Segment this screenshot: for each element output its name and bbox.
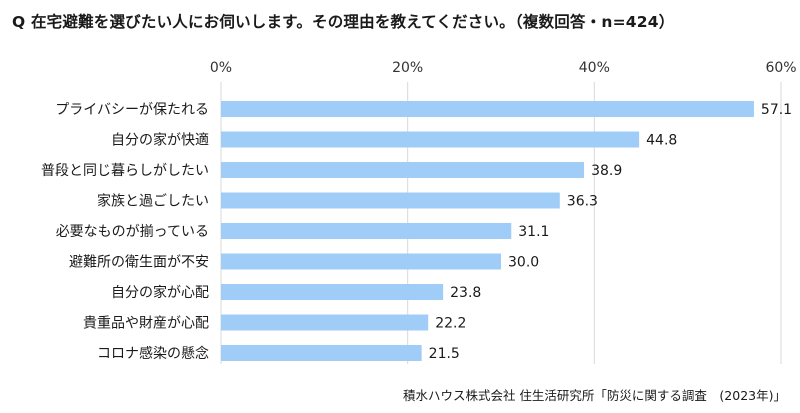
bar [221, 284, 444, 300]
data-label: 31.1 [518, 224, 549, 240]
data-label: 44.8 [646, 133, 677, 149]
x-tick-label: 40% [579, 60, 610, 76]
x-tick-label: 60% [765, 60, 796, 76]
category-label: 家族と過ごしたい [97, 193, 209, 210]
source-note: 積水ハウス株式会社 住生活研究所「防災に関する調査 (2023年)」 [402, 388, 786, 403]
category-label: コロナ感染の懸念 [97, 345, 209, 362]
bar [221, 101, 754, 117]
x-axis-ticks: 0% 20% 40% 60% [210, 60, 797, 76]
bars [221, 101, 754, 361]
category-label: 自分の家が快適 [111, 132, 209, 149]
category-labels: プライバシーが保たれる自分の家が快適普段と同じ暮らしがしたい家族と過ごしたい必要… [41, 102, 209, 362]
data-label: 21.5 [429, 346, 460, 362]
category-label: プライバシーが保たれる [55, 102, 209, 118]
category-label: 必要なものが揃っている [56, 224, 209, 240]
x-tick-label: 0% [210, 60, 232, 76]
bar [221, 223, 512, 239]
bar [221, 131, 640, 148]
data-label: 23.8 [450, 285, 481, 301]
data-label: 36.3 [567, 194, 598, 210]
category-label: 自分の家が心配 [111, 284, 209, 301]
data-label: 30.0 [508, 255, 539, 271]
bar [221, 345, 422, 361]
category-label: 普段と同じ暮らしがしたい [41, 163, 209, 179]
data-label: 57.1 [761, 102, 792, 118]
data-labels: 57.1 44.8 38.9 36.3 31.1 30.0 23.8 22.2 21.5 [429, 102, 792, 362]
bar [221, 192, 560, 209]
bar [221, 314, 429, 331]
data-label: 38.9 [591, 163, 622, 179]
bar [221, 253, 501, 270]
data-label: 22.2 [435, 316, 466, 332]
bar [221, 162, 585, 178]
category-label: 避難所の衛生面が不安 [69, 255, 209, 271]
chart-title: Q 在宅避難を選びたい人にお伺いします。その理由を教えてください。（複数回答・n… [12, 13, 675, 31]
category-label: 貴重品や財産が心配 [83, 316, 209, 332]
x-tick-label: 20% [392, 60, 423, 76]
